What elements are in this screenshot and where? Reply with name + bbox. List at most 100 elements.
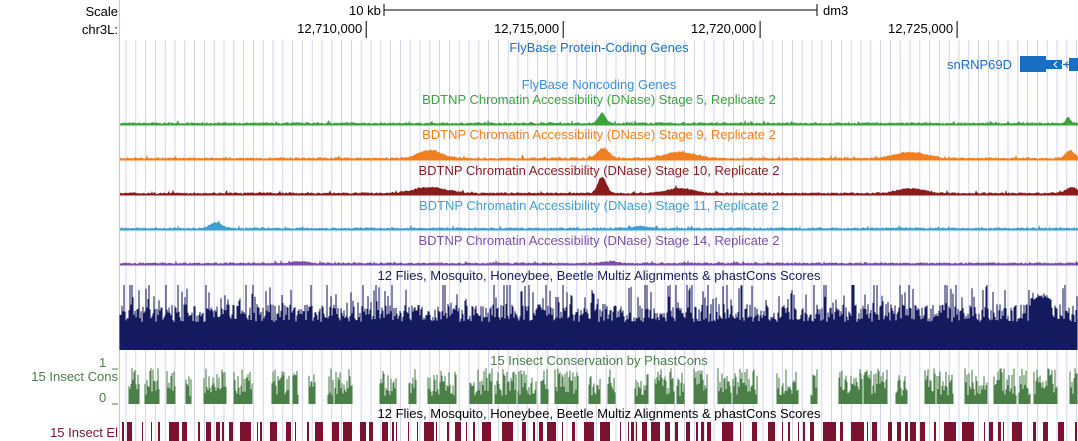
conserved-element — [696, 422, 698, 441]
conserved-element — [539, 422, 543, 441]
conserved-element — [286, 422, 291, 441]
gene-exon — [1020, 56, 1046, 72]
phastcons-axis-min: 0 — [99, 390, 107, 405]
conserved-element — [257, 422, 258, 441]
conserved-element — [768, 422, 775, 441]
gene-label-snrnp69d[interactable]: snRNP69D — [947, 57, 1013, 72]
conserved-element — [533, 422, 535, 441]
conserved-element — [473, 422, 475, 441]
dnase-signal-stage-9 — [120, 146, 1078, 160]
conserved-element — [360, 422, 366, 441]
conserved-element — [408, 422, 409, 441]
conserved-element — [216, 422, 220, 441]
conserved-element — [396, 422, 397, 441]
conserved-element — [332, 422, 339, 441]
conserved-element — [260, 422, 262, 441]
position-tick-label: 12,715,000 — [494, 21, 560, 36]
conserved-element — [984, 422, 985, 441]
conserved-element — [1043, 422, 1048, 441]
strand-arrow — [1064, 61, 1069, 68]
conserved-element — [1012, 422, 1022, 441]
conserved-element — [307, 422, 309, 441]
conserved-element — [584, 422, 594, 441]
multiz-bars — [119, 285, 1078, 350]
conserved-element — [343, 422, 352, 441]
phastcons-bars — [128, 368, 1078, 404]
conserved-element — [295, 422, 296, 441]
conserved-element — [122, 422, 124, 441]
conserved-element — [127, 422, 132, 441]
track-title-dnase-stage-11[interactable]: BDTNP Chromatin Accessibility (DNase) St… — [418, 198, 780, 213]
conserved-element — [315, 422, 323, 441]
conserved-element — [810, 422, 814, 441]
conserved-element — [989, 422, 993, 441]
gene-exon — [1069, 58, 1078, 71]
elements-left-label[interactable]: 15 Insect El — [50, 425, 118, 440]
conserved-element — [867, 422, 868, 441]
conserved-element — [782, 422, 783, 441]
conserved-element — [502, 422, 513, 441]
scale-label: Scale — [85, 4, 118, 19]
conserved-element — [229, 422, 233, 441]
conserved-element — [1075, 422, 1077, 441]
conserved-element — [600, 422, 610, 441]
phastcons-left-label[interactable]: 15 Insect Cons — [31, 369, 118, 384]
track-title-phastcons[interactable]: 15 Insect Conservation by PhastCons — [490, 353, 708, 368]
conserved-element — [482, 422, 491, 441]
dnase-signal-stage-10 — [120, 176, 1078, 195]
conserved-element — [651, 422, 660, 441]
conserved-element — [962, 422, 974, 441]
conserved-element — [823, 422, 836, 441]
conserved-element — [572, 422, 575, 441]
conserved-element — [562, 422, 563, 441]
conserved-element — [701, 422, 704, 441]
track-title-multiz[interactable]: 12 Flies, Mosquito, Honeybee, Beetle Mul… — [377, 268, 821, 283]
position-tick-label: 12,720,000 — [691, 21, 757, 36]
conserved-element — [447, 422, 449, 441]
track-title-dnase-stage-9[interactable]: BDTNP Chromatin Accessibility (DNase) St… — [422, 127, 776, 142]
conserved-element — [920, 422, 925, 441]
conserved-element — [905, 422, 908, 441]
conserved-element — [151, 422, 152, 441]
conserved-element — [675, 422, 678, 441]
conserved-element — [803, 422, 805, 441]
conserved-element — [888, 422, 892, 441]
dnase-signal-stage-11 — [120, 220, 1078, 230]
chrom-position-label: chr3L: — [81, 22, 118, 37]
conserved-element — [1033, 422, 1036, 441]
strand-arrow — [1049, 61, 1054, 68]
position-tick-label: 12,725,000 — [887, 21, 954, 36]
strand-arrow — [1061, 61, 1066, 68]
track-title-protein-coding-genes[interactable]: FlyBase Protein-Coding Genes — [509, 40, 689, 55]
conserved-element — [466, 422, 467, 441]
conserved-element — [222, 422, 224, 441]
conserved-element — [369, 422, 373, 441]
conserved-element — [910, 422, 916, 441]
assembly-label: dm3 — [823, 3, 849, 18]
conserved-element — [142, 422, 143, 441]
conserved-element — [455, 422, 461, 441]
conserved-element — [436, 422, 437, 441]
conserved-element — [840, 422, 843, 441]
conserved-element — [158, 422, 160, 441]
track-title-dnase-stage-14[interactable]: BDTNP Chromatin Accessibility (DNase) St… — [418, 233, 780, 248]
conserved-element — [522, 422, 526, 441]
track-title-dnase-stage-5[interactable]: BDTNP Chromatin Accessibility (DNase) St… — [422, 92, 776, 107]
conserved-element — [788, 422, 790, 441]
conserved-element — [642, 422, 647, 441]
conserved-element — [169, 422, 179, 441]
dnase-signal-stage-14 — [120, 259, 1078, 265]
scale-bar-label: 10 kb — [349, 3, 381, 18]
conserved-element — [707, 422, 711, 441]
track-title-conserved-elements[interactable]: 12 Flies, Mosquito, Honeybee, Beetle Mul… — [377, 406, 821, 421]
track-title-dnase-stage-10[interactable]: BDTNP Chromatin Accessibility (DNase) St… — [418, 163, 780, 178]
conserved-element — [270, 422, 277, 441]
conserved-element — [547, 422, 556, 441]
conserved-element — [182, 422, 187, 441]
conserved-element — [628, 422, 629, 441]
track-title-noncoding-genes[interactable]: FlyBase Noncoding Genes — [521, 77, 677, 92]
strand-arrow — [1053, 61, 1058, 68]
conserved-element — [944, 422, 956, 441]
conserved-element — [872, 422, 877, 441]
